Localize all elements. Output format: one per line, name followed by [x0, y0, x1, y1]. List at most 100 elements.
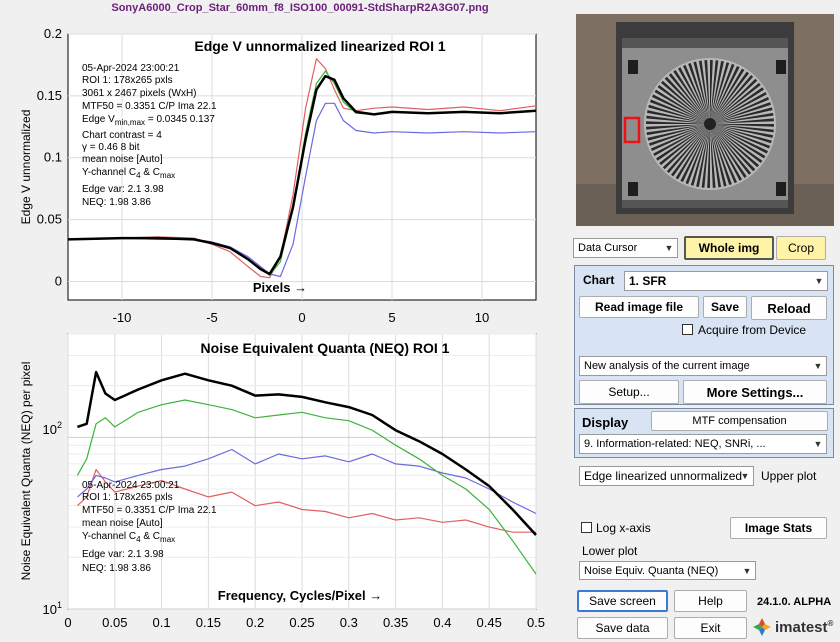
display-select[interactable]: 9. Information-related: NEQ, SNRi, ... ▼	[579, 434, 827, 454]
upper-grid	[68, 33, 536, 300]
star-spoke	[659, 124, 710, 166]
info-neq: NEQ: 1.98 3.86	[82, 563, 151, 574]
star-spoke	[707, 124, 710, 188]
save-button[interactable]: Save	[703, 296, 747, 318]
info-edge-var: Edge var: 2.1 3.98	[82, 549, 164, 560]
upper-xlabel: Pixels →	[253, 280, 307, 295]
lower-plot-select[interactable]: Noise Equiv. Quanta (NEQ) ▼	[579, 561, 756, 580]
neq-series-line	[76, 468, 536, 533]
lower-plot-label: Lower plot	[582, 544, 638, 558]
info-noise: mean noise [Auto]	[82, 154, 163, 165]
info-gamma: γ = 0.46 8 bit	[82, 142, 140, 153]
reload-button[interactable]: Reload	[751, 296, 827, 320]
version-label: 24.1.0. ALPHA	[757, 596, 832, 608]
star-spoke	[646, 124, 710, 130]
chart-select-value: 1. SFR	[629, 274, 667, 288]
star-spoke	[668, 73, 710, 124]
info-date: 05-Apr-2024 23:00:21	[82, 480, 180, 491]
star-spoke	[710, 124, 763, 163]
info-edge-var: Edge var: 2.1 3.98	[82, 184, 164, 195]
star-spoke	[710, 112, 774, 124]
star-spoke	[710, 107, 773, 124]
lower-plot[interactable]: 0 0.05 0.1 0.15 0.2 0.25 0.3 0.35 0.4 0.45 0.5 102…	[0, 328, 565, 642]
upper-plot[interactable]: -10 -5 0 5 10 0 0.05 0.1 0.15 0.2 Edge V unnorma…	[0, 14, 565, 329]
exit-button[interactable]: Exit	[674, 617, 747, 639]
star-spoke	[650, 124, 710, 151]
file-title: SonyA6000_Crop_Star_60mm_f8_ISO100_00091…	[111, 2, 489, 14]
chevron-down-icon: ▼	[814, 276, 824, 286]
analysis-select-value: New analysis of the current image	[584, 360, 750, 372]
star-spoke	[710, 124, 747, 178]
star-spoke	[710, 62, 730, 124]
image-stats-button[interactable]: Image Stats	[730, 517, 827, 539]
star-spoke	[710, 124, 752, 175]
star-spoke	[710, 78, 758, 124]
star-spoke	[710, 124, 716, 188]
data-cursor-value: Data Cursor	[578, 242, 638, 254]
x-tick-label: 0.05	[102, 615, 127, 630]
y-tick-label: 0.2	[44, 26, 62, 41]
star-spoke	[710, 124, 756, 172]
x-tick-label: 0.3	[340, 615, 358, 630]
info-edge-v: Edge Vmin,max = 0.0345 0.137	[82, 114, 215, 127]
y-tick-label: 0.15	[37, 88, 62, 103]
star-spoke	[661, 80, 710, 124]
star-spoke	[710, 102, 771, 124]
x-tick-label: 0.45	[477, 615, 502, 630]
read-image-file-button[interactable]: Read image file	[579, 296, 699, 318]
chevron-down-icon: ▼	[742, 565, 752, 576]
whole-img-button[interactable]: Whole img	[684, 236, 774, 260]
chart-thumbnail-image[interactable]	[576, 14, 834, 226]
crop-button[interactable]: Crop	[776, 236, 826, 260]
save-data-button[interactable]: Save data	[577, 617, 668, 639]
star-spoke	[673, 70, 710, 124]
star-spoke	[693, 61, 710, 124]
y-tick-label: 0	[55, 273, 62, 288]
x-tick-label: 0.1	[153, 615, 171, 630]
acquire-checkbox[interactable]	[682, 324, 693, 335]
info-date: 05-Apr-2024 23:00:21	[82, 63, 180, 74]
info-channel: Y-channel C4 & Cmax	[82, 167, 175, 180]
analysis-select[interactable]: New analysis of the current image ▼	[579, 356, 827, 376]
star-spoke	[646, 124, 710, 136]
star-spoke	[710, 124, 742, 181]
star-spoke	[710, 75, 754, 124]
star-spoke	[696, 124, 710, 187]
star-spoke	[710, 92, 767, 124]
help-button[interactable]: Help	[674, 590, 747, 612]
mtf-compensation-button[interactable]: MTF compensation	[651, 411, 828, 431]
star-spoke	[652, 94, 710, 124]
lower-xlabel: Frequency, Cycles/Pixel →	[218, 588, 383, 603]
neq-series-line	[77, 370, 537, 536]
info-pixels: 3061 x 2467 pixels (WxH)	[82, 88, 197, 99]
x-tick-label: 0.15	[196, 615, 221, 630]
upper-plot-select-value: Edge linearized unnormalized	[584, 469, 743, 483]
upper-plot-select[interactable]: Edge linearized unnormalized ▼	[579, 466, 754, 486]
star-spoke	[671, 124, 710, 177]
star-spoke	[710, 63, 735, 124]
chevron-down-icon: ▼	[740, 471, 750, 481]
save-screen-button[interactable]: Save screen	[577, 590, 668, 612]
y-tick-label: 0.05	[37, 212, 62, 227]
log-x-axis-checkbox[interactable]	[581, 522, 592, 533]
star-spoke	[710, 61, 724, 124]
imatest-logo-icon	[753, 618, 771, 636]
chevron-down-icon: ▼	[664, 243, 674, 253]
info-roi: ROI 1: 178x265 pxls	[82, 492, 173, 503]
star-spoke	[678, 67, 710, 124]
info-mtf50: MTF50 = 0.3351 C/P Ima 22.1	[82, 505, 217, 516]
star-spoke	[685, 124, 710, 185]
more-settings-button[interactable]: More Settings...	[683, 380, 827, 404]
star-spoke	[710, 71, 749, 124]
chart-select[interactable]: 1. SFR ▼	[624, 271, 828, 291]
setup-button[interactable]: Setup...	[579, 380, 679, 404]
star-spoke	[710, 124, 737, 184]
x-tick-label: 5	[388, 310, 395, 325]
data-cursor-select[interactable]: Data Cursor ▼	[573, 238, 678, 258]
x-tick-label: 0.35	[383, 615, 408, 630]
upper-ylabel: Edge V unnormalized	[19, 110, 33, 225]
star-spoke	[710, 124, 727, 187]
imatest-brand: imatest®	[775, 619, 834, 636]
edge-series-line	[67, 74, 537, 276]
star-spoke	[710, 97, 770, 124]
